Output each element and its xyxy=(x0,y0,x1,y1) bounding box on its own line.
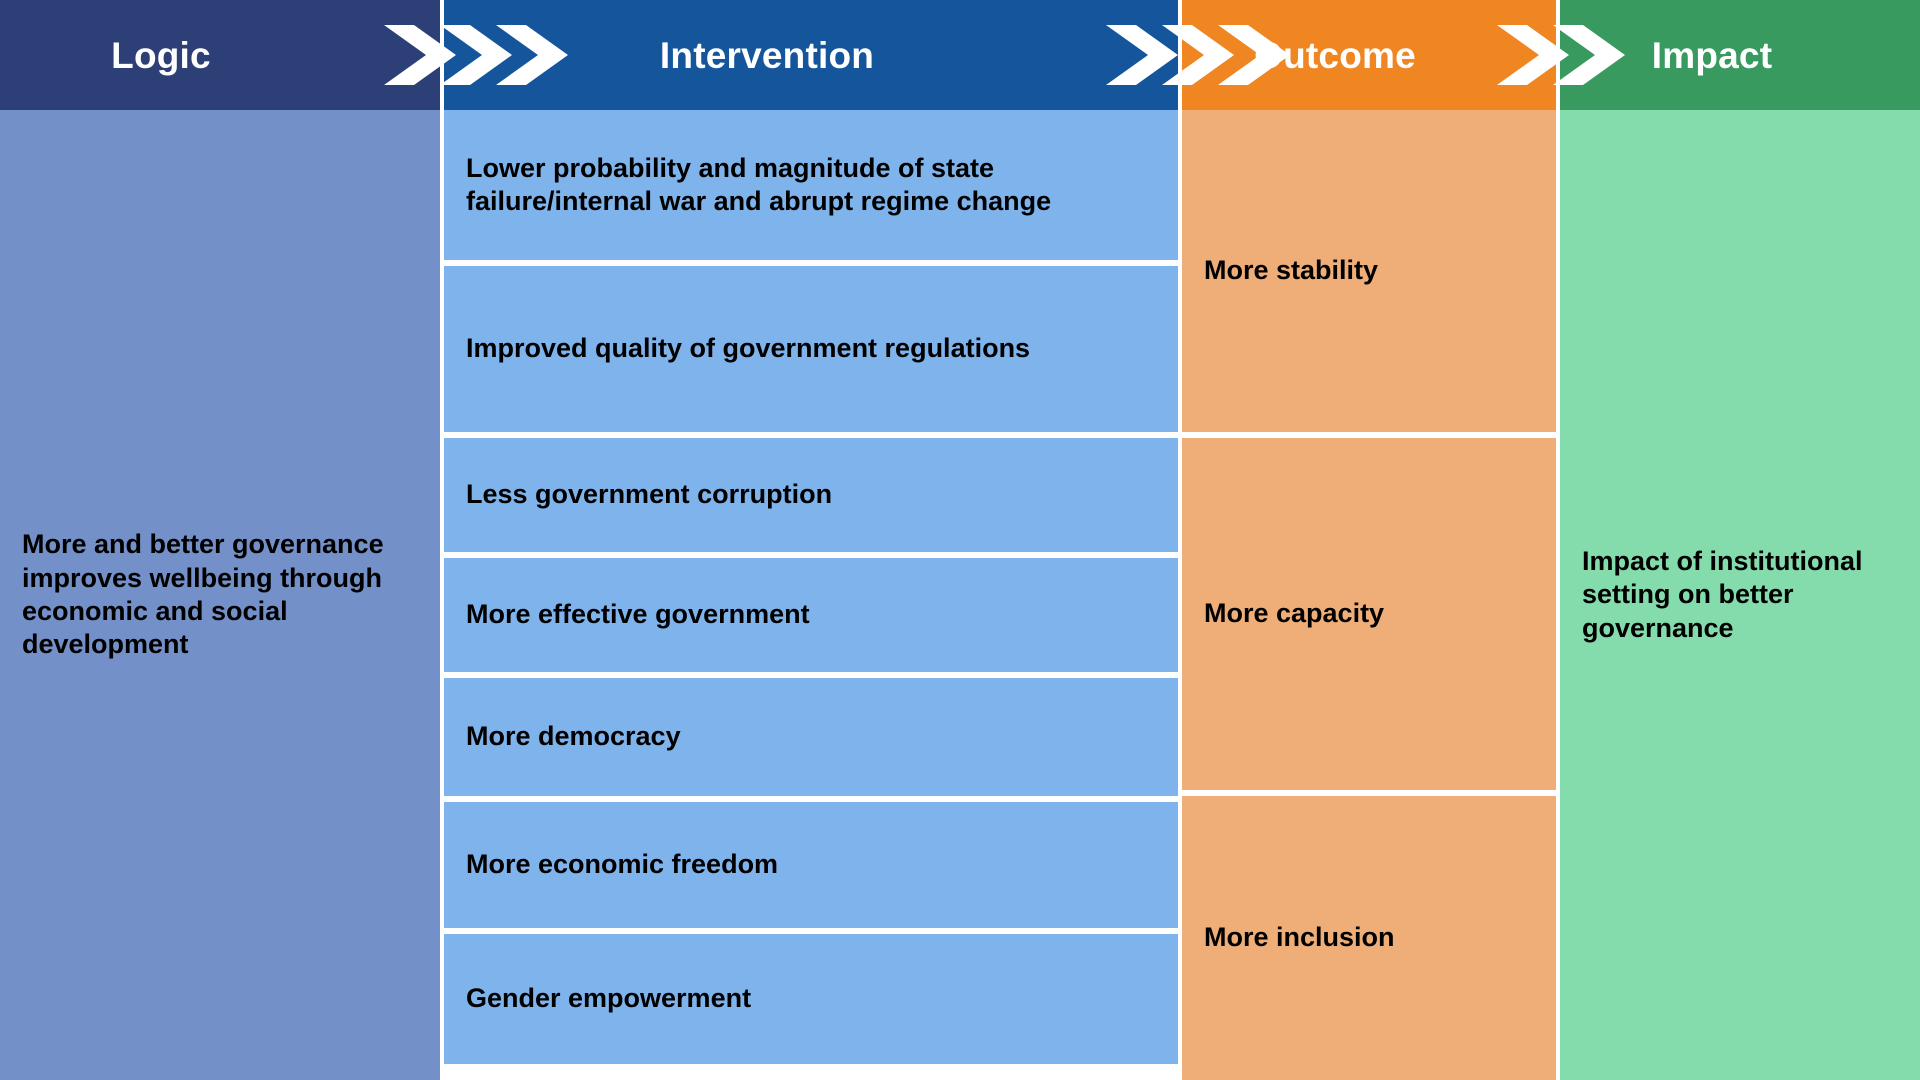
header-band: Logic Intervention Outcome Impact xyxy=(0,0,1920,110)
header-segment-intervention[interactable]: Intervention xyxy=(444,0,1178,110)
intervention-cell-text: More economic freedom xyxy=(466,849,779,880)
intervention-cell-text: Improved quality of government regulatio… xyxy=(466,333,1031,364)
impact-cell[interactable]: Impact of institutional setting on bette… xyxy=(1560,110,1920,1080)
outcome-cell-text: More inclusion xyxy=(1204,922,1395,953)
header-segment-impact[interactable]: Impact xyxy=(1560,0,1920,110)
intervention-cell-text: More effective government xyxy=(466,599,810,630)
header-label-intervention: Intervention xyxy=(659,34,875,76)
column-outcome: More stability More capacity More inclus… xyxy=(1182,110,1556,1080)
header-label-impact: Impact xyxy=(1651,34,1773,76)
intervention-cell[interactable]: More democracy xyxy=(444,678,1178,796)
intervention-cell-text: Gender empowerment xyxy=(466,983,752,1014)
header-label-outcome: Outcome xyxy=(1254,34,1416,76)
intervention-cell-text: More democracy xyxy=(466,721,681,752)
logic-cell-text: More and better governance improves well… xyxy=(22,529,384,660)
body-grid: More and better governance improves well… xyxy=(0,110,1920,1080)
header-label-logic: Logic xyxy=(111,34,211,76)
intervention-cell-text: Lower probability and magnitude of state… xyxy=(466,152,1052,216)
intervention-cell[interactable]: Less government corruption xyxy=(444,438,1178,552)
outcome-cell[interactable]: More inclusion xyxy=(1182,796,1556,1080)
impact-cell-text: Impact of institutional setting on bette… xyxy=(1582,545,1863,643)
column-logic: More and better governance improves well… xyxy=(0,110,440,1080)
intervention-cell-text: Less government corruption xyxy=(466,479,833,510)
outcome-cell[interactable]: More stability xyxy=(1182,110,1556,432)
outcome-cell-text: More capacity xyxy=(1204,598,1385,629)
logic-cell[interactable]: More and better governance improves well… xyxy=(0,110,440,1080)
intervention-cell[interactable]: Gender empowerment xyxy=(444,934,1178,1064)
column-impact: Impact of institutional setting on bette… xyxy=(1560,110,1920,1080)
outcome-cell-text: More stability xyxy=(1204,255,1379,286)
outcome-cell[interactable]: More capacity xyxy=(1182,438,1556,790)
intervention-cell[interactable]: Lower probability and magnitude of state… xyxy=(444,110,1178,260)
intervention-cell[interactable]: Improved quality of government regulatio… xyxy=(444,266,1178,432)
header-segment-outcome[interactable]: Outcome xyxy=(1182,0,1556,110)
header-segment-logic[interactable]: Logic xyxy=(0,0,440,110)
intervention-cell[interactable]: More effective government xyxy=(444,558,1178,672)
intervention-cell[interactable]: More economic freedom xyxy=(444,802,1178,928)
column-intervention: Lower probability and magnitude of state… xyxy=(444,110,1178,1064)
